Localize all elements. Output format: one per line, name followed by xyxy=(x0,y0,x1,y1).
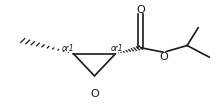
Text: or1: or1 xyxy=(110,44,123,53)
Text: or1: or1 xyxy=(62,44,74,53)
Text: O: O xyxy=(136,5,145,15)
Text: O: O xyxy=(90,89,99,99)
Text: O: O xyxy=(159,52,168,62)
